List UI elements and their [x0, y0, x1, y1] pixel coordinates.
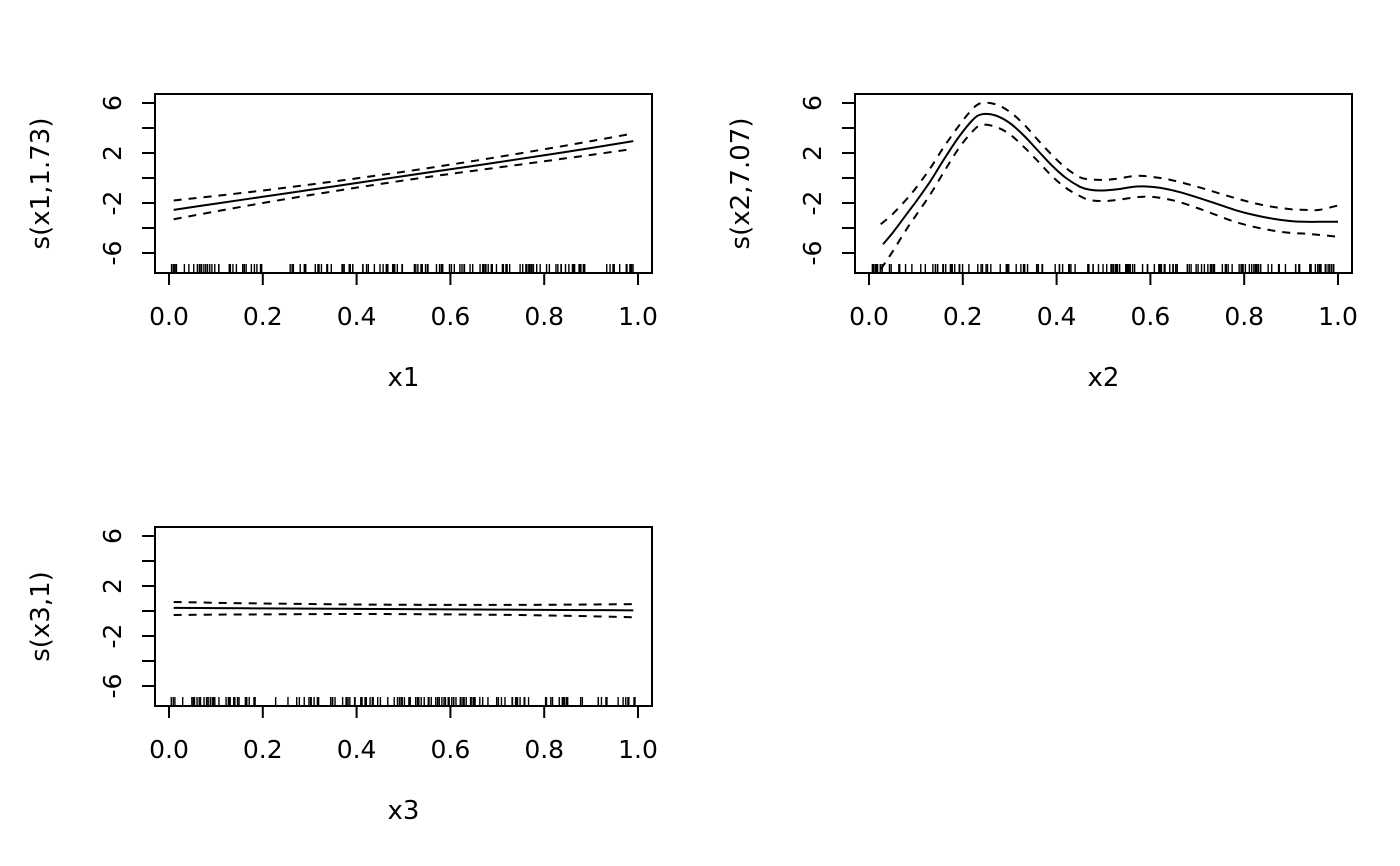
- fit-line: [173, 140, 634, 211]
- y-tick-label: -2: [98, 191, 127, 216]
- lower-ci-line: [173, 612, 634, 619]
- y-tick-label: -6: [98, 241, 127, 266]
- x-tick-label: 0.0: [149, 302, 189, 331]
- x-tick-label: 0.6: [1131, 302, 1171, 331]
- x-tick-label: 0.8: [524, 735, 564, 764]
- x-tick-label: 0.4: [337, 735, 377, 764]
- x-tick-label: 1.0: [1318, 302, 1358, 331]
- x-tick-label: 1.0: [618, 735, 658, 764]
- x-axis-label: x1: [388, 363, 420, 393]
- fit-line: [173, 606, 634, 612]
- upper-ci-line: [173, 601, 634, 606]
- x-tick-label: 0.0: [149, 735, 189, 764]
- x-tick-label: 0.8: [1224, 302, 1264, 331]
- x-tick-label: 0.8: [524, 302, 564, 331]
- x-axis-label: x3: [388, 796, 420, 826]
- x-tick-label: 0.6: [431, 735, 471, 764]
- series-group: [173, 601, 634, 619]
- y-tick-label: -6: [798, 241, 827, 266]
- x-tick-label: 0.2: [943, 302, 983, 331]
- y-tick-label: 6: [98, 528, 127, 544]
- y-tick-label: 2: [98, 578, 127, 594]
- rug-marks: [170, 697, 636, 705]
- plot-box: [854, 93, 1353, 274]
- x-tick-label: 0.6: [431, 302, 471, 331]
- series-group: [879, 101, 1339, 270]
- upper-ci-line: [880, 101, 1339, 226]
- rug-marks: [871, 264, 1335, 272]
- y-axis-label: s(x3,1): [26, 571, 56, 662]
- series-group: [173, 132, 634, 221]
- y-tick-label: -6: [98, 674, 127, 699]
- panel-x3: 0.0 0.2 0.4 0.6 0.8 1.0 -6 -2 2 6 x3 s(x3,1): [26, 526, 658, 826]
- panel-x2: 0.0 0.2 0.4 0.6 0.8 1.0 -6 -2 2 6 x2 s(x2,7.07): [726, 93, 1358, 393]
- y-tick-label: -2: [798, 191, 827, 216]
- rug-marks: [170, 264, 634, 272]
- x-tick-label: 0.2: [243, 302, 283, 331]
- fit-line: [882, 112, 1338, 245]
- x-tick-label: 0.2: [243, 735, 283, 764]
- y-tick-label: 2: [798, 145, 827, 161]
- y-axis-label: s(x2,7.07): [726, 118, 756, 250]
- lower-ci-line: [879, 123, 1339, 270]
- x-tick-label: 0.4: [337, 302, 377, 331]
- y-tick-label: 6: [98, 95, 127, 111]
- lower-ci-line: [173, 147, 634, 221]
- y-tick-label: 6: [798, 95, 827, 111]
- y-tick-label: -2: [98, 624, 127, 649]
- plot-box: [154, 526, 653, 707]
- x-tick-label: 0.4: [1037, 302, 1077, 331]
- x-tick-label: 1.0: [618, 302, 658, 331]
- x-axis-label: x2: [1088, 363, 1120, 393]
- x-tick-label: 0.0: [849, 302, 889, 331]
- y-tick-label: 2: [98, 145, 127, 161]
- panel-x1: 0.0 0.2 0.4 0.6 0.8 1.0 -6 -2 2 6 x1 s(x1,1.73): [26, 93, 658, 393]
- upper-ci-line: [173, 132, 634, 202]
- plot-box: [154, 93, 653, 274]
- y-axis-label: s(x1,1.73): [26, 118, 56, 250]
